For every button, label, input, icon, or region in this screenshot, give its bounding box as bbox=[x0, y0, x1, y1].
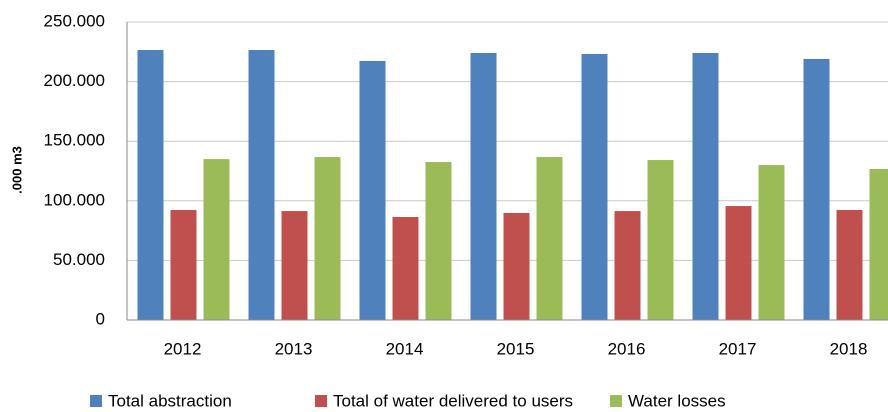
bar bbox=[692, 52, 719, 320]
y-tick-label: 200.000 bbox=[44, 71, 105, 90]
bar bbox=[248, 50, 275, 321]
y-axis-label: .000 m3 bbox=[9, 146, 24, 194]
bar bbox=[137, 50, 164, 321]
x-tick-label: 2016 bbox=[608, 339, 646, 358]
bar bbox=[392, 217, 419, 320]
bar bbox=[536, 157, 563, 320]
legend-swatch bbox=[315, 395, 327, 407]
y-tick-label: 0 bbox=[96, 309, 105, 328]
y-tick-label: 150.000 bbox=[44, 131, 105, 150]
x-tick-label: 2018 bbox=[830, 339, 868, 358]
bar bbox=[647, 160, 674, 320]
legend-label: Total of water delivered to users bbox=[333, 391, 573, 410]
legend-label: Water losses bbox=[628, 391, 726, 410]
bar bbox=[725, 206, 752, 320]
bar bbox=[581, 53, 608, 321]
bar bbox=[836, 209, 863, 320]
bar bbox=[503, 212, 530, 320]
bar bbox=[869, 168, 888, 320]
y-tick-label: 250.000 bbox=[44, 11, 105, 30]
bar bbox=[203, 159, 230, 320]
legend-swatch bbox=[610, 395, 622, 407]
bar bbox=[425, 162, 452, 320]
bar bbox=[314, 157, 341, 320]
bar bbox=[470, 52, 497, 320]
legend-label: Total abstraction bbox=[108, 391, 232, 410]
x-tick-label: 2012 bbox=[164, 339, 202, 358]
y-tick-label: 100.000 bbox=[44, 190, 105, 209]
bar bbox=[359, 60, 386, 321]
bar bbox=[170, 209, 197, 320]
y-tick-label: 50.000 bbox=[53, 250, 105, 269]
bar bbox=[614, 211, 641, 320]
bar bbox=[281, 211, 308, 320]
x-tick-label: 2013 bbox=[275, 339, 313, 358]
bar bbox=[758, 165, 785, 320]
x-tick-label: 2017 bbox=[719, 339, 757, 358]
x-tick-label: 2015 bbox=[497, 339, 535, 358]
legend-swatch bbox=[90, 395, 102, 407]
bar bbox=[803, 58, 830, 321]
x-tick-label: 2014 bbox=[386, 339, 424, 358]
